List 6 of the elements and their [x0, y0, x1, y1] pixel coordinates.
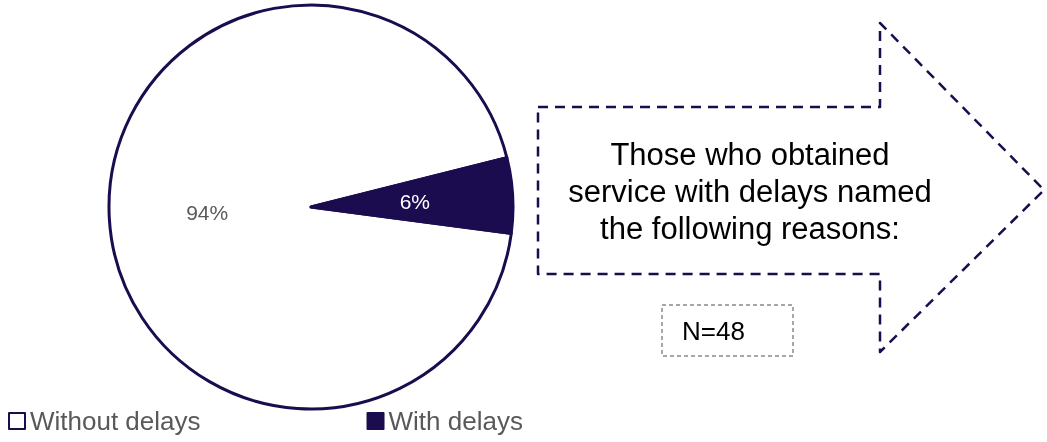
legend-label: With delays — [388, 406, 523, 436]
legend-label: Without delays — [30, 406, 201, 436]
data-label: 94% — [186, 201, 229, 225]
text: N=48 — [682, 316, 746, 346]
data-label: 6% — [399, 189, 431, 213]
text: Those who obtained service with delays named the following reasons: — [567, 136, 933, 247]
